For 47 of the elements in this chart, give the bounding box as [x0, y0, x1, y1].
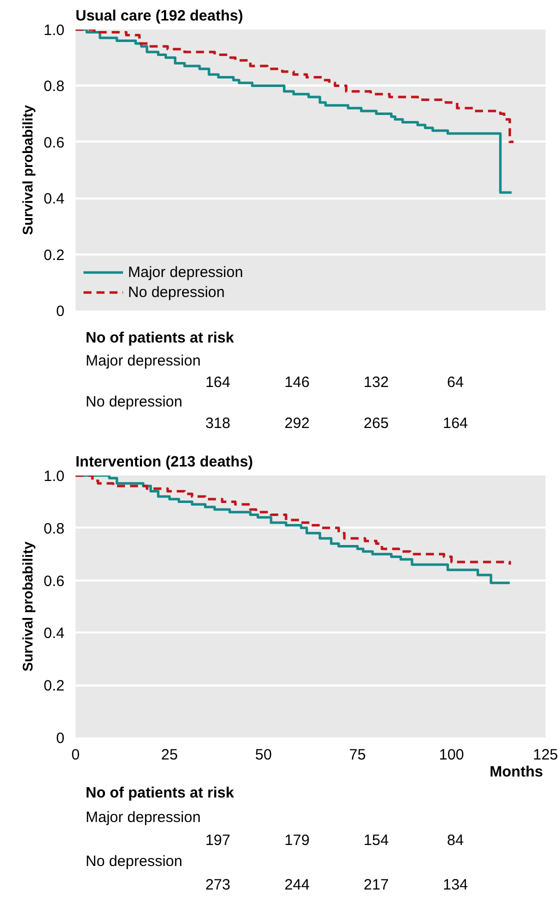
- y-tick-label: 0.4: [44, 625, 65, 642]
- text: 265: [364, 415, 389, 432]
- x-tick-label: 100: [438, 746, 464, 764]
- text: 132: [364, 374, 389, 391]
- text: 134: [442, 876, 468, 894]
- text: 292: [284, 415, 310, 432]
- legend-label: Major depression: [128, 264, 244, 280]
- x-tick-label: 25: [161, 746, 178, 764]
- y-tick-label: 0.6: [44, 134, 65, 152]
- x-tick-label: 75: [349, 746, 366, 764]
- text: 244: [284, 876, 310, 894]
- y-tick-label: 0.2: [44, 246, 65, 264]
- text: Major depression: [86, 808, 201, 826]
- text: No depression: [86, 394, 182, 411]
- y-tick-label: 0.8: [44, 520, 65, 538]
- y-tick-label: 0.6: [44, 572, 65, 590]
- text: Major depression: [86, 352, 201, 370]
- text: 217: [364, 876, 389, 894]
- chart-title: Intervention (213 deaths): [76, 454, 254, 470]
- y-axis-title: Survival probability: [20, 104, 36, 235]
- text: 197: [205, 832, 230, 849]
- y-tick-label: 0.2: [44, 678, 65, 695]
- text: No of patients at risk: [86, 784, 235, 802]
- y-tick-label: 0.8: [44, 78, 65, 96]
- text: 164: [205, 374, 230, 391]
- x-axis-title: Months: [490, 763, 543, 780]
- text: No of patients at risk: [86, 330, 235, 347]
- chart-title: Usual care (192 deaths): [76, 8, 244, 24]
- x-tick-label: 0: [71, 746, 80, 764]
- text: 146: [284, 374, 310, 391]
- legend-label: No depression: [128, 284, 225, 300]
- text: 64: [447, 374, 464, 391]
- text: No depression: [86, 853, 182, 870]
- x-tick-label: 125: [532, 746, 558, 764]
- y-tick-label: 0: [56, 303, 64, 320]
- y-tick-label: 0: [56, 730, 64, 747]
- text: 154: [364, 832, 389, 849]
- y-tick-label: 0.4: [44, 190, 65, 208]
- text: 273: [205, 876, 230, 894]
- y-axis-title: Survival probability: [20, 541, 36, 672]
- text: 164: [442, 415, 468, 432]
- y-tick-label: 1.0: [44, 22, 65, 39]
- text: 318: [205, 415, 230, 432]
- text: 84: [447, 832, 464, 849]
- y-tick-label: 1.0: [44, 468, 65, 485]
- text: 179: [284, 832, 310, 849]
- x-tick-label: 50: [255, 746, 272, 764]
